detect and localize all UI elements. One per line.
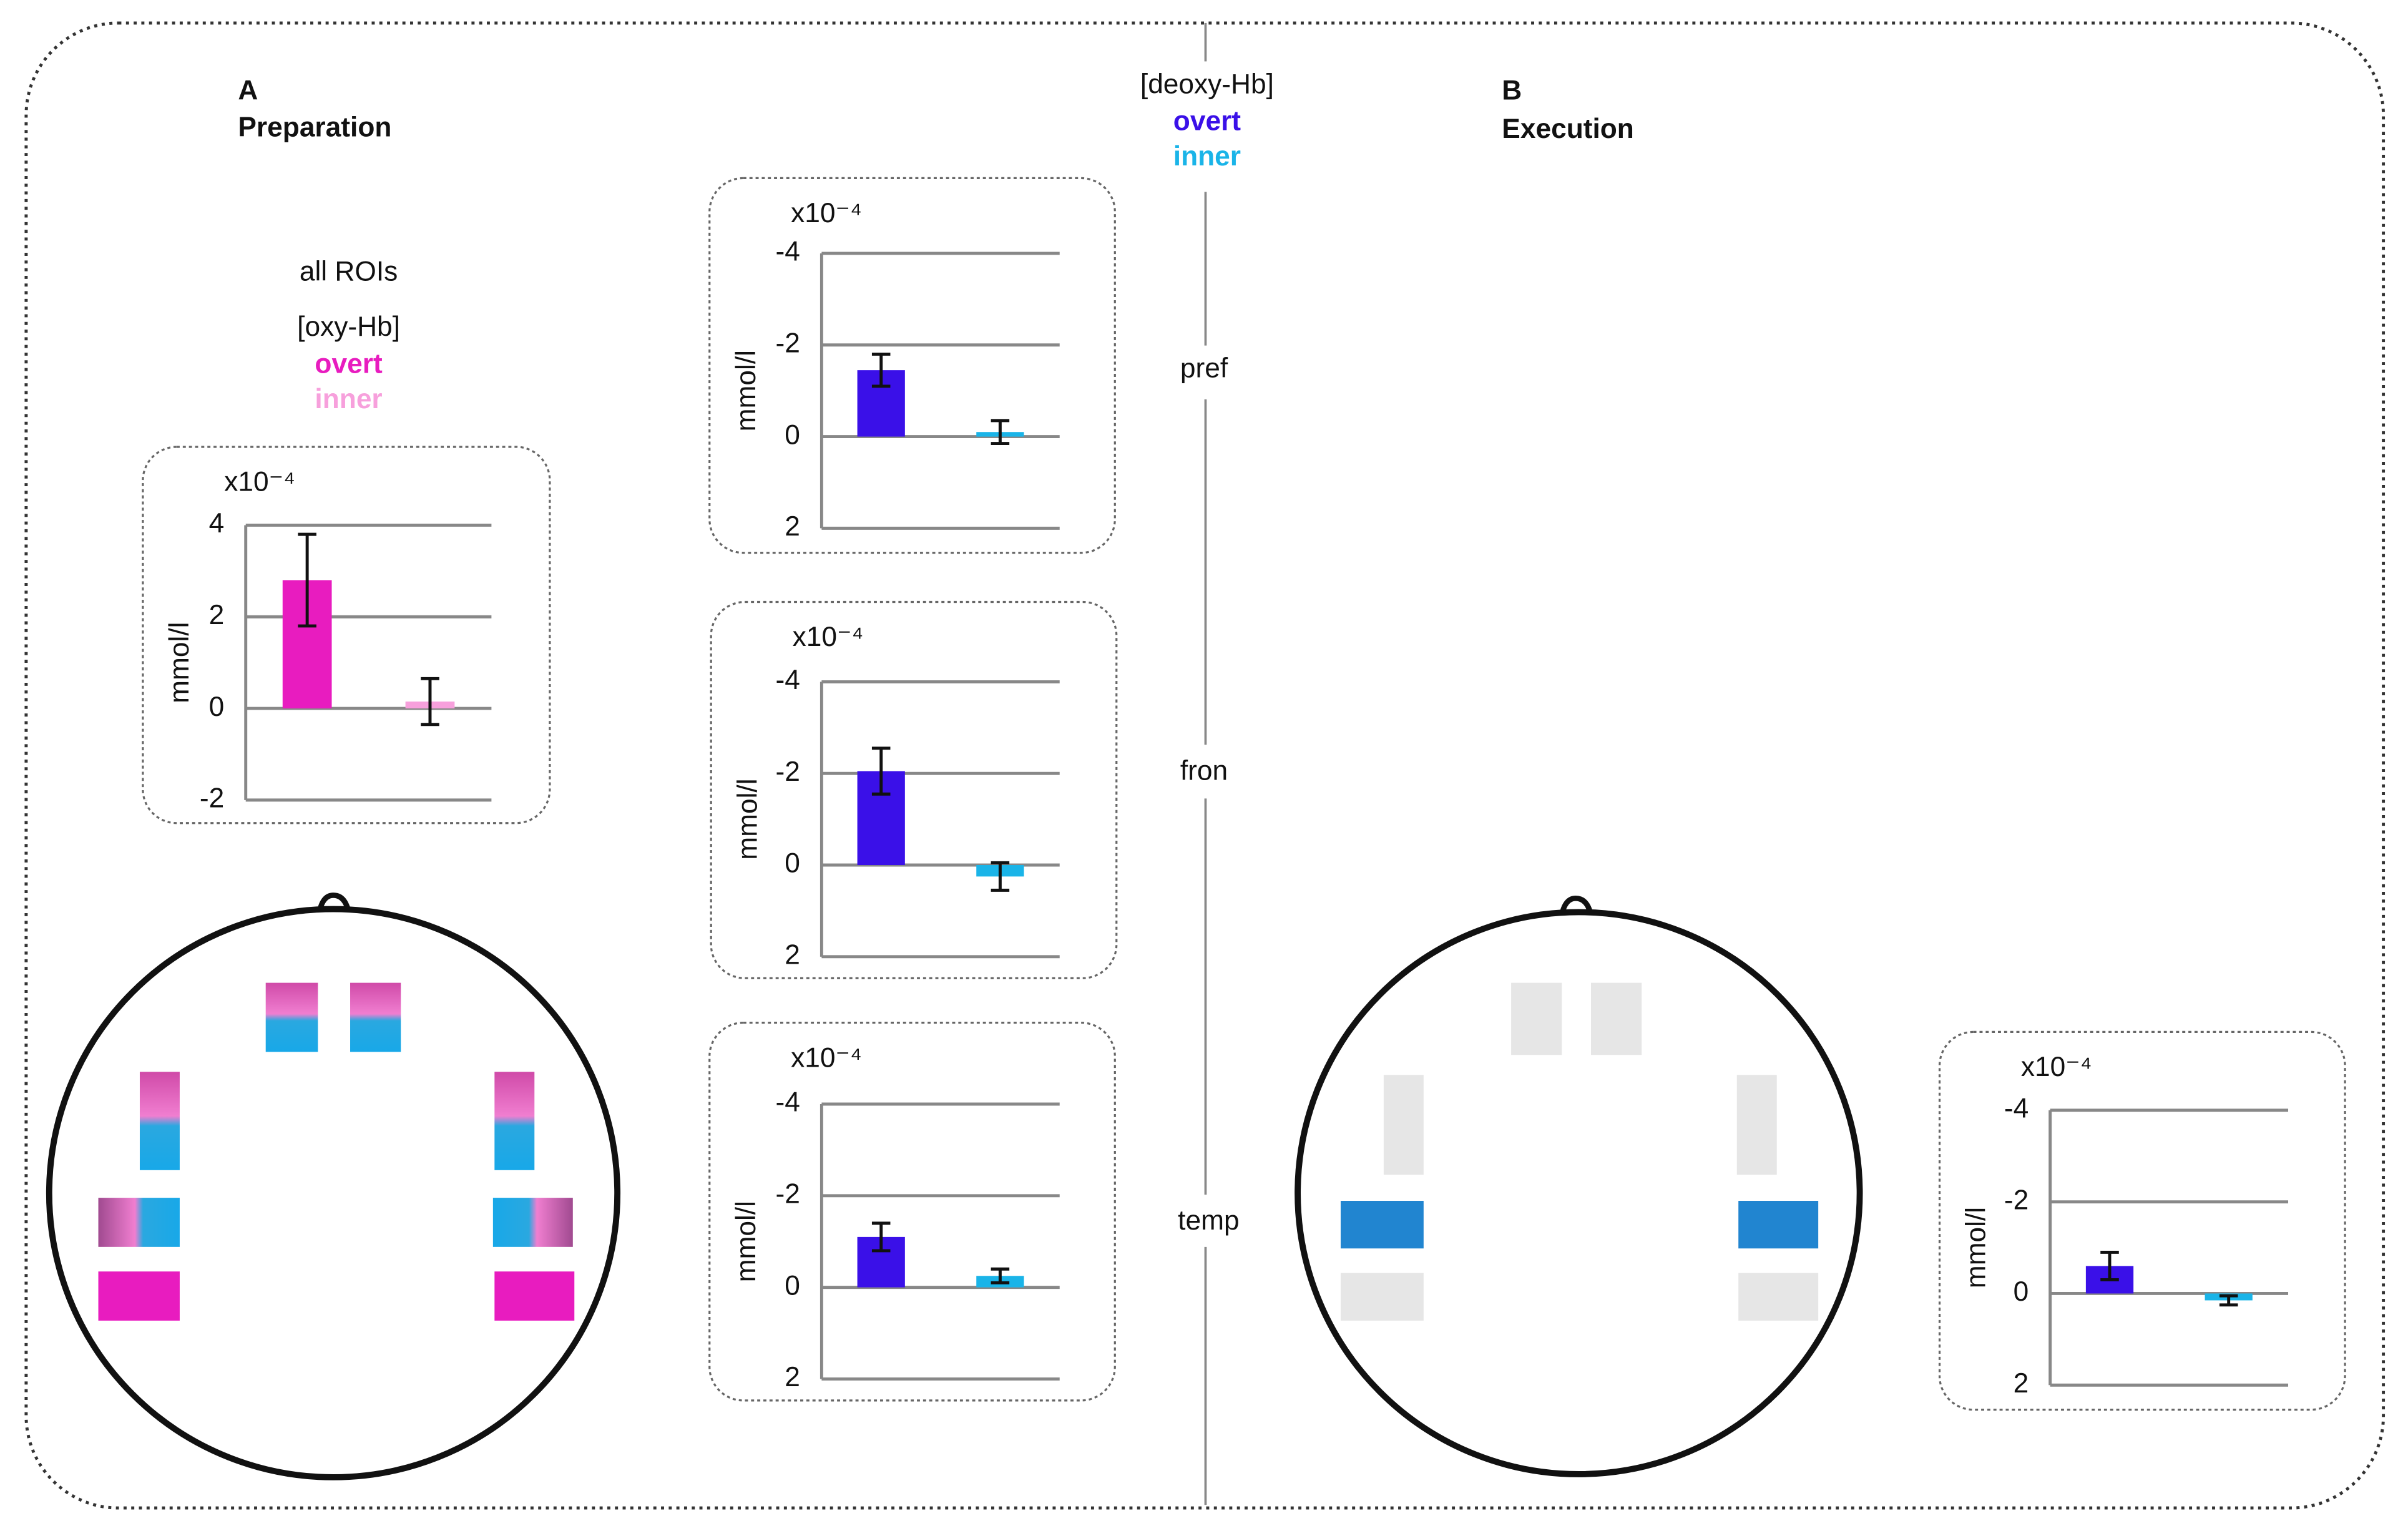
y-axis-label: mmol/l: [164, 622, 195, 703]
scale-label: x10⁻⁴: [791, 1042, 862, 1073]
error-bar: [298, 532, 316, 628]
scale-label: x10⁻⁴: [224, 467, 295, 497]
measure-label: [deoxy-Hb]: [1140, 69, 1274, 99]
y-tick-label: -2: [2004, 1185, 2029, 1215]
y-tick-label: -4: [776, 1087, 800, 1118]
error-bar: [991, 861, 1010, 892]
y-tick-label: 0: [785, 1270, 800, 1301]
region-label: pref: [1180, 353, 1228, 384]
y-axis-label: mmol/l: [731, 350, 761, 431]
y-axis-label: mmol/l: [731, 1201, 761, 1282]
chart-box: [710, 600, 1118, 979]
error-bar: [2100, 1250, 2119, 1281]
legend-entry: overt: [315, 348, 383, 379]
region-label: fron: [1180, 755, 1228, 786]
y-tick-label: -2: [200, 783, 224, 814]
y-tick-label: 2: [209, 600, 225, 630]
y-tick-label: -4: [776, 237, 800, 267]
y-tick-label: 2: [785, 1362, 800, 1392]
head-diagram: [46, 893, 621, 1480]
error-bar: [871, 746, 891, 796]
y-tick-label: -2: [776, 756, 800, 787]
chart-box: [142, 446, 551, 824]
error-bar: [871, 352, 891, 388]
y-tick-label: 4: [209, 508, 225, 539]
y-tick-label: 0: [209, 692, 225, 722]
error-bar: [991, 1267, 1010, 1284]
y-tick-label: 0: [2014, 1276, 2029, 1307]
chart-box: [708, 177, 1116, 554]
scale-label: x10⁻⁴: [793, 622, 864, 652]
y-tick-label: 2: [785, 511, 800, 542]
y-tick-label: 0: [785, 848, 800, 879]
legend-entry: overt: [1173, 106, 1241, 137]
error-bar: [871, 1221, 891, 1253]
chart-box: [708, 1022, 1116, 1402]
chart-box: [1938, 1030, 2346, 1411]
scale-label: x10⁻⁴: [2021, 1052, 2092, 1082]
roi-label: all ROIs: [300, 257, 398, 287]
y-tick-label: -2: [776, 328, 800, 358]
y-tick-label: -4: [2004, 1093, 2029, 1124]
y-tick-label: 2: [2014, 1368, 2029, 1399]
legend-entry: inner: [1173, 141, 1241, 172]
head-diagram: [1295, 896, 1863, 1477]
y-axis-label: mmol/l: [732, 778, 763, 859]
region-label: temp: [1178, 1205, 1239, 1236]
y-tick-label: 0: [785, 419, 800, 450]
error-bar: [2219, 1294, 2238, 1307]
error-bar: [421, 677, 439, 726]
panel-title: Preparation: [238, 112, 391, 142]
y-axis-label: mmol/l: [1961, 1207, 1992, 1288]
error-bar: [991, 419, 1010, 446]
y-tick-label: -4: [776, 665, 800, 695]
panel-label: B: [1502, 75, 1522, 105]
panel-title: Execution: [1502, 114, 1634, 144]
legend-entry: inner: [315, 384, 382, 414]
y-tick-label: -2: [776, 1179, 800, 1210]
panel-label: A: [238, 75, 258, 105]
scale-label: x10⁻⁴: [791, 198, 862, 228]
measure-label: [oxy-Hb]: [297, 311, 400, 342]
y-tick-label: 2: [785, 940, 800, 971]
